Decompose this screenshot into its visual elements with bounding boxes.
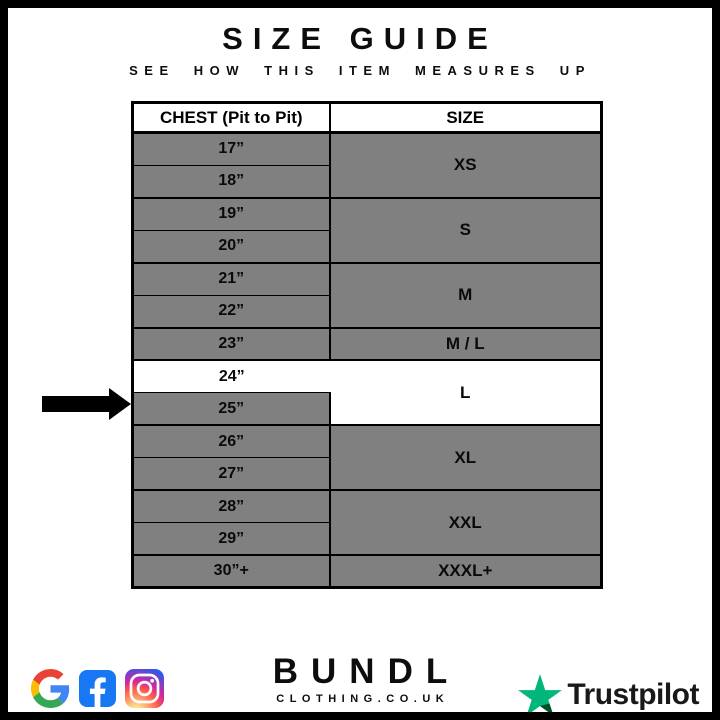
size-table-body: 17” XS 18” 19” S 20” 21” M 22” 23” M / L 24” L 25” 26”… <box>132 131 602 588</box>
table-row: 18” <box>132 164 602 198</box>
size-cell: XL <box>329 424 602 490</box>
chest-cell: 19” <box>132 196 331 230</box>
table-row: 23” M / L <box>132 326 602 360</box>
arrow-shaft <box>42 396 110 412</box>
chest-cell: 17” <box>132 131 331 165</box>
google-icon <box>31 669 70 708</box>
table-row: 20” <box>132 229 602 263</box>
trustpilot-star-icon <box>518 674 563 712</box>
page-title: SIZE GUIDE <box>222 21 498 56</box>
table-row: 29” <box>132 522 602 555</box>
chest-column-header: CHEST (Pit to Pit) <box>132 102 331 134</box>
table-row: 30”+ XXXL+ <box>132 554 602 588</box>
page-subtitle: SEE HOW THIS ITEM MEASURES UP <box>129 63 591 78</box>
table-row: 26” XL <box>132 424 602 490</box>
brand-logo: BUNDL CLOTHING.CO.UK <box>8 653 712 705</box>
chest-cell: 28” <box>132 489 331 523</box>
chest-cell: 27” <box>132 457 331 490</box>
trustpilot-logo: Trustpilot <box>518 674 699 712</box>
table-header-row: CHEST (Pit to Pit) SIZE <box>132 102 602 134</box>
size-column-header: SIZE <box>329 102 602 134</box>
table-row: 21” M <box>132 261 602 328</box>
arrow-head <box>109 388 131 420</box>
size-cell: S <box>329 196 602 263</box>
chest-cell: 25” <box>132 392 331 425</box>
chest-cell: 21” <box>132 261 331 295</box>
chest-cell: 29” <box>132 522 331 555</box>
chest-cell: 20” <box>132 229 331 263</box>
chest-cell: 24” <box>132 359 330 393</box>
size-cell: M / L <box>329 326 602 360</box>
table-row: 17” XS <box>132 131 602 198</box>
size-cell: XXXL+ <box>329 554 602 588</box>
brand-subtext: CLOTHING.CO.UK <box>276 692 450 705</box>
size-cell: L <box>329 359 602 425</box>
table-row: 19” S <box>132 196 602 263</box>
size-cell: XS <box>329 131 602 198</box>
chest-cell: 26” <box>132 424 331 458</box>
chest-cell: 30”+ <box>132 554 331 588</box>
instagram-icon <box>125 669 164 708</box>
facebook-icon <box>79 670 116 707</box>
table-row: 25” <box>132 392 602 425</box>
table-row: 28” XXL <box>132 489 602 555</box>
size-cell: XXL <box>329 489 602 555</box>
size-table: CHEST (Pit to Pit) SIZE 17” XS 18” 19” S 20” 2… <box>131 101 603 589</box>
chest-cell: 22” <box>132 294 331 328</box>
trustpilot-label: Trustpilot <box>567 678 699 711</box>
size-cell: M <box>329 261 602 328</box>
chest-cell: 23” <box>132 326 331 360</box>
table-row: 22” <box>132 294 602 328</box>
table-row: 24” L <box>132 359 602 425</box>
selected-size-arrow-icon <box>42 388 131 420</box>
chest-cell: 18” <box>132 164 331 198</box>
social-icons <box>31 669 164 708</box>
table-row: 27” <box>132 457 602 490</box>
brand-name: BUNDL <box>272 652 461 691</box>
